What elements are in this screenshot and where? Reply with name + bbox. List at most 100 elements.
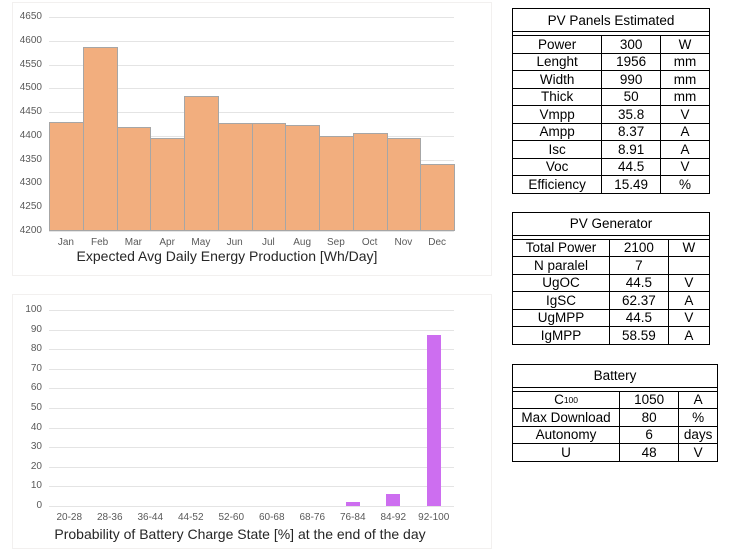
y-tick-label: 4650 [19, 11, 42, 22]
x-tick-label: 60-68 [258, 512, 285, 523]
row-value: 44.5 [601, 158, 660, 175]
bar-Nov [386, 138, 422, 231]
grid-line [49, 506, 454, 507]
row-unit [667, 257, 709, 274]
table-row: Total Power 2100 W [513, 239, 709, 256]
row-label: C 100 [554, 392, 578, 408]
row-unit: A [667, 327, 709, 344]
probability-chart-plot-area [49, 310, 454, 507]
row-value: 1956 [601, 53, 660, 70]
energy-production-chart: Expected Avg Daily Energy Production [Wh… [0, 0, 500, 292]
row-unit: A [667, 292, 709, 309]
x-tick-label: 84-92 [380, 512, 407, 523]
x-tick-label: Sep [326, 237, 345, 248]
table-row: Efficiency 15.49% [513, 175, 709, 193]
row-label: U [561, 444, 571, 460]
row-unit: A [659, 123, 709, 140]
row-unit: V [667, 274, 709, 291]
x-tick-label: Apr [159, 237, 175, 248]
row-value: 1050 [619, 391, 678, 408]
row-label: N paralel [534, 257, 589, 273]
grid-line [49, 447, 454, 449]
y-tick-label: 4250 [19, 201, 42, 213]
tables-panel: PV Panels Estimated Power 300 W Lenght 1956 m… [512, 8, 727, 480]
table-row: UgMPP 44.5 V [513, 308, 709, 326]
table-row: UgOC 44.5 V [513, 273, 709, 291]
row-value: 990 [601, 71, 660, 88]
row-value: 80 [619, 409, 678, 426]
x-tick-label: 28-36 [96, 512, 123, 523]
x-tick-label: 36-44 [137, 512, 164, 523]
x-tick-label: Aug [293, 237, 312, 248]
y-tick-label: 20 [30, 460, 42, 472]
x-tick-label: Feb [91, 237, 109, 248]
energy-chart-plot-area [49, 17, 455, 232]
row-value: 62.37 [609, 292, 668, 309]
table-row: IgMPP 58.59 A [513, 326, 709, 344]
y-tick-label: 80 [30, 343, 42, 355]
row-unit: % [659, 176, 709, 193]
grid-line [49, 112, 454, 114]
grid-line [49, 427, 454, 429]
row-label: Lenght [536, 54, 578, 70]
bar-May [184, 96, 219, 231]
table-row: Thick 50 mm [513, 87, 709, 105]
bar-84-92 [386, 494, 401, 506]
row-label: Isc [548, 141, 566, 157]
x-tick-label: Nov [394, 237, 413, 248]
bar-Mar [116, 127, 152, 231]
y-tick-label: 4350 [19, 153, 42, 165]
table-row: Power 300 W [513, 36, 709, 53]
row-value: 8.91 [601, 141, 660, 158]
x-tick-label: May [191, 237, 211, 248]
row-label: Thick [540, 89, 574, 105]
bar-Apr [150, 137, 185, 231]
row-label: Ampp [539, 124, 575, 140]
y-tick-label: 4500 [19, 82, 42, 94]
row-value: 6 [619, 426, 678, 443]
table-row: C 100 1050 A [513, 391, 717, 408]
row-label: Width [539, 71, 575, 87]
row-unit: V [659, 158, 709, 175]
table-row: Max Download 80% [513, 408, 717, 426]
grid-line [49, 17, 454, 18]
grid-line [49, 310, 454, 311]
x-tick-label: 76-84 [339, 512, 366, 523]
row-label: Total Power [525, 240, 597, 256]
row-value: 300 [601, 36, 660, 53]
row-unit: V [667, 309, 709, 326]
x-tick-label: Jul [261, 237, 275, 248]
x-tick-label: Jun [226, 237, 243, 248]
y-tick-label: 40 [30, 421, 42, 433]
row-unit: % [678, 409, 717, 426]
y-tick-label: 70 [30, 362, 42, 374]
table-row: Lenght 1956 mm [513, 52, 709, 70]
x-tick-label: 92-100 [418, 512, 450, 523]
bar-Jan [49, 121, 84, 231]
y-tick-label: 4400 [19, 129, 42, 141]
y-tick-label: 10 [30, 480, 42, 492]
y-tick-label: 30 [30, 441, 42, 453]
y-tick-label: 4450 [19, 106, 42, 118]
row-label: Power [537, 36, 577, 52]
label-subscript: 100 [563, 394, 578, 405]
grid-line [49, 466, 454, 468]
row-value: 35.8 [601, 106, 660, 123]
grid-line [49, 40, 454, 42]
y-tick-label: 90 [30, 323, 42, 335]
row-value: 15.49 [601, 176, 660, 193]
row-value: 7 [609, 257, 668, 274]
table-row: N paralel 7 [513, 256, 709, 274]
y-tick-label: 4600 [19, 34, 42, 46]
pv-panels-table-title: PV Panels Estimated [513, 9, 709, 32]
pv-panels-table-body: Power 300 W Lenght 1956 mm Width 990 mm Thick 50 mm… [513, 35, 709, 193]
grid-line [49, 64, 454, 66]
table-row: Ampp 8.37 A [513, 122, 709, 140]
grid-line [49, 349, 454, 351]
row-label: IgMPP [540, 327, 582, 343]
row-label: Autonomy [535, 427, 597, 443]
row-unit: mm [659, 71, 709, 88]
row-label: Efficiency [528, 176, 586, 192]
battery-table-title: Battery [513, 365, 717, 388]
